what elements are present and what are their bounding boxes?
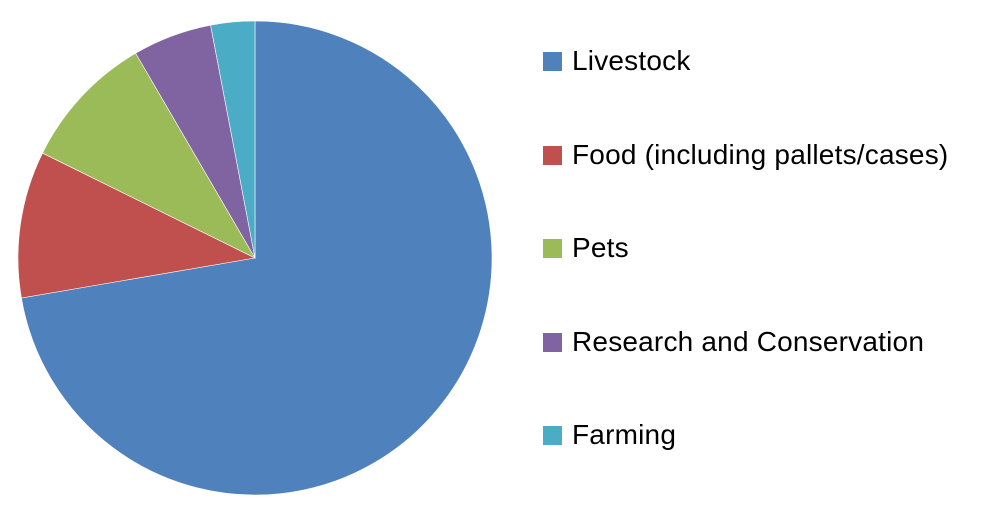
- legend-label: Farming: [572, 419, 677, 450]
- legend-label: Pets: [572, 232, 629, 263]
- pie-slice-livestock: [21, 20, 493, 496]
- pie-slice-food: [17, 152, 256, 299]
- legend-swatch-pets: [543, 238, 562, 258]
- legend-label: Livestock: [572, 45, 691, 76]
- legend-item-pets: Pets: [543, 232, 629, 264]
- legend-label: Research and Conservation: [572, 326, 925, 357]
- legend-swatch-farming: [543, 425, 562, 445]
- pie-slice-farming: [210, 20, 256, 259]
- pie-chart: [17, 20, 493, 496]
- pie-slice-pets: [42, 52, 256, 259]
- legend-swatch-livestock: [543, 51, 562, 71]
- legend-item-farming: Farming: [543, 419, 676, 451]
- legend-swatch-research: [543, 332, 562, 352]
- legend-item-research: Research and Conservation: [543, 326, 924, 358]
- legend-label: Food (including pallets/cases): [572, 139, 949, 170]
- legend-item-livestock: Livestock: [543, 45, 691, 77]
- legend-item-food: Food (including pallets/cases): [543, 139, 948, 171]
- legend-swatch-food: [543, 145, 562, 165]
